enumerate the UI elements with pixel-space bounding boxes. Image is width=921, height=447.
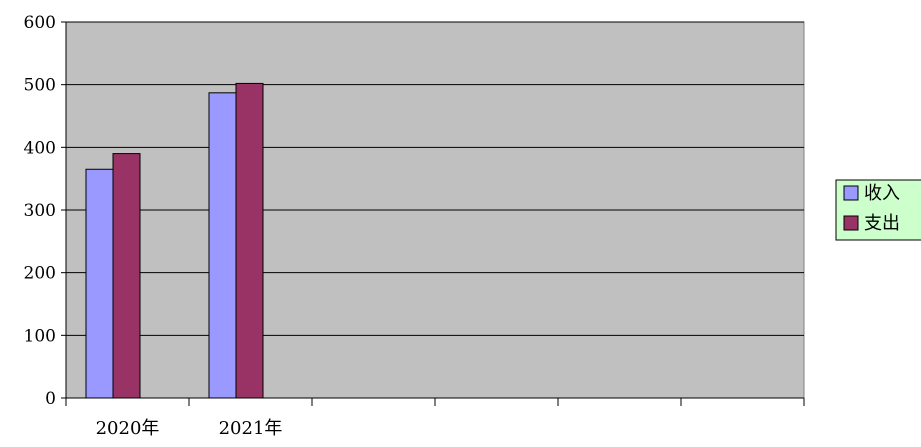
y-tick-label: 500	[24, 76, 56, 96]
y-tick-label: 300	[24, 201, 56, 221]
x-tick-label: 2021年	[219, 418, 283, 439]
bar-income	[209, 93, 236, 398]
bar-income	[86, 169, 113, 398]
bar-expense	[236, 83, 263, 398]
bar-expense	[113, 154, 140, 398]
x-tick-label: 2020年	[96, 418, 160, 439]
x-tick-labels: 2020年 2021年	[96, 418, 283, 439]
y-tick-labels: 0 100 200 300 400 500 600	[24, 13, 56, 409]
y-tick-label: 400	[24, 138, 56, 158]
y-tick-label: 200	[24, 264, 56, 284]
y-tick-label: 0	[45, 389, 56, 409]
y-tick-label: 600	[24, 13, 56, 33]
legend-label: 支出	[864, 213, 900, 234]
legend-label: 收入	[864, 183, 900, 204]
legend-swatch	[844, 186, 858, 200]
legend-swatch	[844, 216, 858, 230]
y-tick-label: 100	[24, 326, 56, 346]
